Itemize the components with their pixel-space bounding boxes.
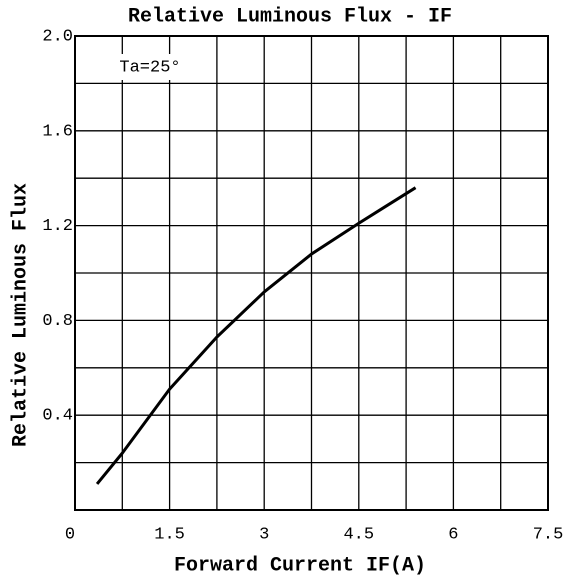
x-tick-label: 4.5 <box>343 525 374 544</box>
y-tick-label: 1.2 <box>42 217 73 236</box>
curve <box>95 186 417 485</box>
annotation: Ta=25° <box>119 58 180 77</box>
plot-frame <box>74 35 549 511</box>
chart-title: Relative Luminous Flux - IF <box>128 5 452 28</box>
x-tick-label: 7.5 <box>533 525 564 544</box>
y-tick-label: 0.4 <box>42 407 73 426</box>
x-tick-label: 0 <box>65 525 75 544</box>
x-tick-label: 3 <box>259 525 269 544</box>
x-tick-label: 1.5 <box>154 525 185 544</box>
x-tick-label: 6 <box>448 525 458 544</box>
y-axis-label: Relative Luminous Flux <box>9 183 32 447</box>
annotation-bg <box>104 54 194 80</box>
y-tick-label: 2.0 <box>42 27 73 46</box>
y-tick-label: 0.8 <box>42 312 73 331</box>
x-axis-label: Forward Current IF(A) <box>174 554 426 577</box>
y-tick-label: 1.6 <box>42 122 73 141</box>
